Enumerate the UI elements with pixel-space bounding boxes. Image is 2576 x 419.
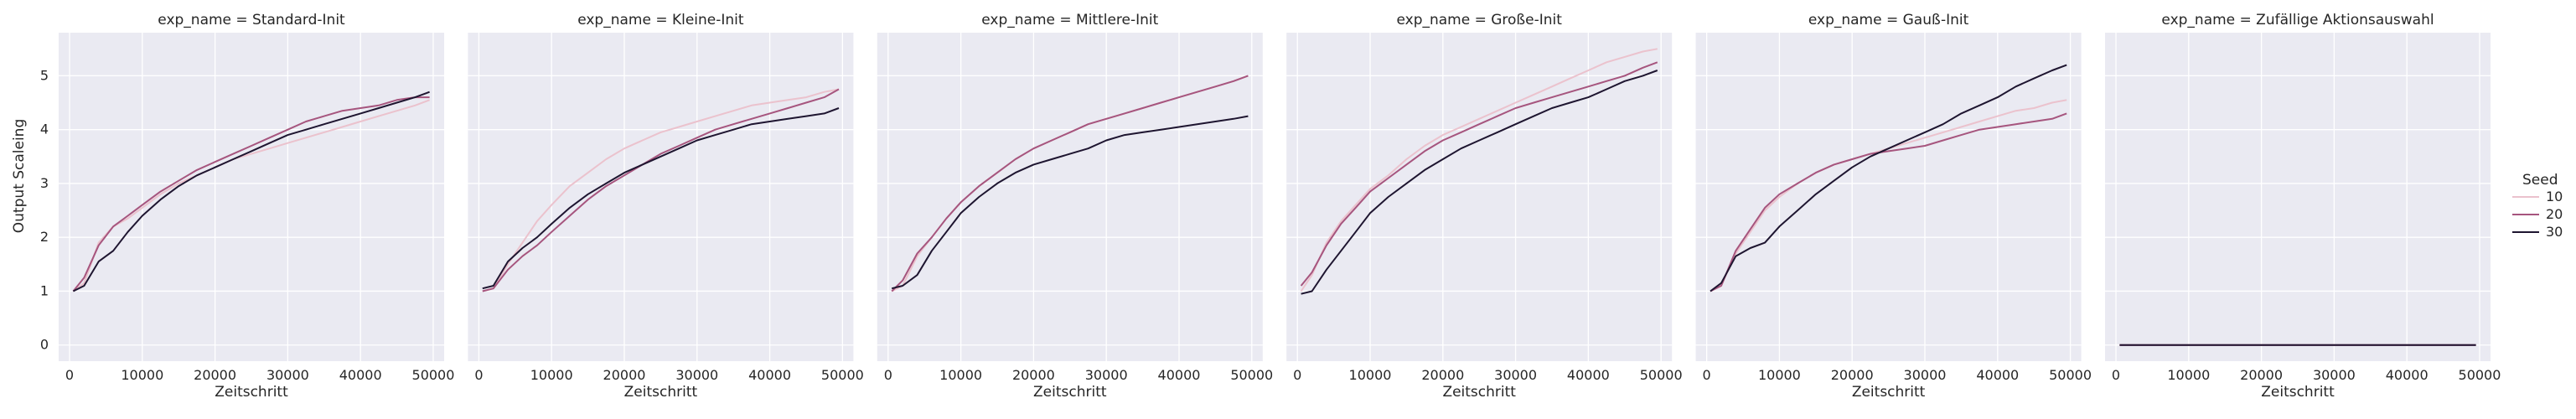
x-axis-label: Zeitschritt	[215, 384, 288, 401]
panel-background	[1695, 33, 2082, 361]
legend-title: Seed	[2522, 172, 2558, 189]
x-tick-label: 30000	[1494, 367, 1537, 383]
y-tick-label: 3	[40, 175, 49, 191]
legend-label-10: 10	[2546, 189, 2563, 204]
panel-title: exp_name = Große-Init	[1396, 12, 1562, 28]
panel-title: exp_name = Gauß-Init	[1808, 12, 1969, 28]
series-line-10	[482, 88, 840, 292]
panel-title: exp_name = Zufällige Aktionsauswahl	[2161, 12, 2434, 28]
x-tick-label: 0	[2112, 367, 2120, 383]
x-tick-label: 20000	[1831, 367, 1874, 383]
x-tick-label: 20000	[2240, 367, 2283, 383]
y-tick-label: 5	[40, 67, 49, 83]
panels-layer: 0 10000 20000 30000 40000 50000 0 1 2 3 4 5 exp_name…	[40, 12, 2501, 401]
series-line-20	[1300, 61, 1658, 287]
x-tick-label: 20000	[1012, 367, 1055, 383]
x-tick-label: 50000	[2459, 367, 2501, 383]
x-tick-label: 0	[1703, 367, 1711, 383]
series-line-30	[1710, 64, 2067, 292]
x-tick-label: 20000	[603, 367, 646, 383]
panel-background	[877, 33, 1263, 361]
x-axis-label: Zeitschritt	[1442, 384, 1516, 401]
x-tick-label: 30000	[675, 367, 718, 383]
x-tick-label: 20000	[194, 367, 236, 383]
x-tick-label: 0	[1293, 367, 1301, 383]
series-line-20	[482, 88, 840, 292]
x-tick-label: 40000	[339, 367, 382, 383]
series-line-10	[1300, 48, 1658, 292]
panel-background	[2105, 33, 2491, 361]
series-line-30	[1301, 70, 1658, 295]
x-axis-label: Zeitschritt	[1033, 384, 1107, 401]
panel-2: 0 10000 20000 30000 40000 50000 exp_name = Kle…	[468, 12, 864, 401]
y-tick-label: 2	[40, 229, 49, 245]
x-tick-label: 50000	[412, 367, 455, 383]
x-tick-label: 10000	[2167, 367, 2210, 383]
y-tick-label: 1	[40, 282, 49, 298]
y-axis-label: Output Scaleing	[11, 119, 28, 233]
x-axis-label: Zeitschritt	[2261, 384, 2335, 401]
series-line-30	[891, 115, 1249, 290]
panel-6: 0 10000 20000 30000 40000 50000 exp_name = Zuf…	[2105, 12, 2501, 401]
x-tick-label: 50000	[1230, 367, 1273, 383]
x-tick-label: 10000	[121, 367, 163, 383]
x-tick-label: 30000	[266, 367, 309, 383]
x-tick-label: 10000	[939, 367, 982, 383]
x-tick-label: 50000	[2049, 367, 2092, 383]
x-tick-label: 40000	[1158, 367, 1201, 383]
x-tick-label: 10000	[1758, 367, 1801, 383]
panel-title: exp_name = Kleine-Init	[577, 12, 744, 28]
panel-background	[468, 33, 854, 361]
x-tick-label: 30000	[1085, 367, 1128, 383]
x-tick-label: 50000	[821, 367, 864, 383]
panel-1: 0 10000 20000 30000 40000 50000 0 1 2 3 4 5 exp_name…	[40, 12, 455, 401]
x-tick-label: 30000	[1904, 367, 1947, 383]
series-line-20	[72, 96, 430, 292]
y-tick-label: 4	[40, 122, 49, 137]
x-tick-label: 10000	[1349, 367, 1392, 383]
x-axis-label: Zeitschritt	[1852, 384, 1926, 401]
series-line-10	[1710, 99, 2067, 292]
x-tick-label: 0	[65, 367, 74, 383]
series-line-30	[72, 91, 430, 292]
series-line-30	[482, 107, 840, 290]
x-tick-label: 40000	[1976, 367, 2019, 383]
y-tick-label: 0	[40, 337, 49, 353]
x-tick-label: 30000	[2313, 367, 2356, 383]
panel-3: 0 10000 20000 30000 40000 50000 exp_name = Mit…	[877, 12, 1273, 401]
panel-title: exp_name = Mittlere-Init	[981, 12, 1158, 28]
x-tick-label: 20000	[1421, 367, 1464, 383]
x-tick-label: 10000	[530, 367, 573, 383]
panel-background	[1286, 33, 1673, 361]
panel-5: 0 10000 20000 30000 40000 50000 exp_name = Gau…	[1695, 12, 2092, 401]
panel-background	[59, 33, 444, 361]
panel-title: exp_name = Standard-Init	[158, 12, 345, 28]
x-axis-label: Zeitschritt	[624, 384, 698, 401]
series-line-20	[891, 75, 1249, 292]
x-tick-label: 50000	[1640, 367, 1683, 383]
x-tick-label: 40000	[748, 367, 791, 383]
x-tick-label: 40000	[2386, 367, 2429, 383]
legend-label-30: 30	[2546, 224, 2563, 240]
x-tick-label: 0	[474, 367, 483, 383]
panel-4: 0 10000 20000 30000 40000 50000 exp_name = Gro…	[1286, 12, 1683, 401]
series-line-10	[72, 99, 430, 292]
legend-label-20: 20	[2546, 206, 2563, 222]
legend: Seed 10 20 30	[2512, 172, 2563, 240]
x-tick-label: 40000	[1567, 367, 1610, 383]
x-tick-label: 0	[884, 367, 892, 383]
